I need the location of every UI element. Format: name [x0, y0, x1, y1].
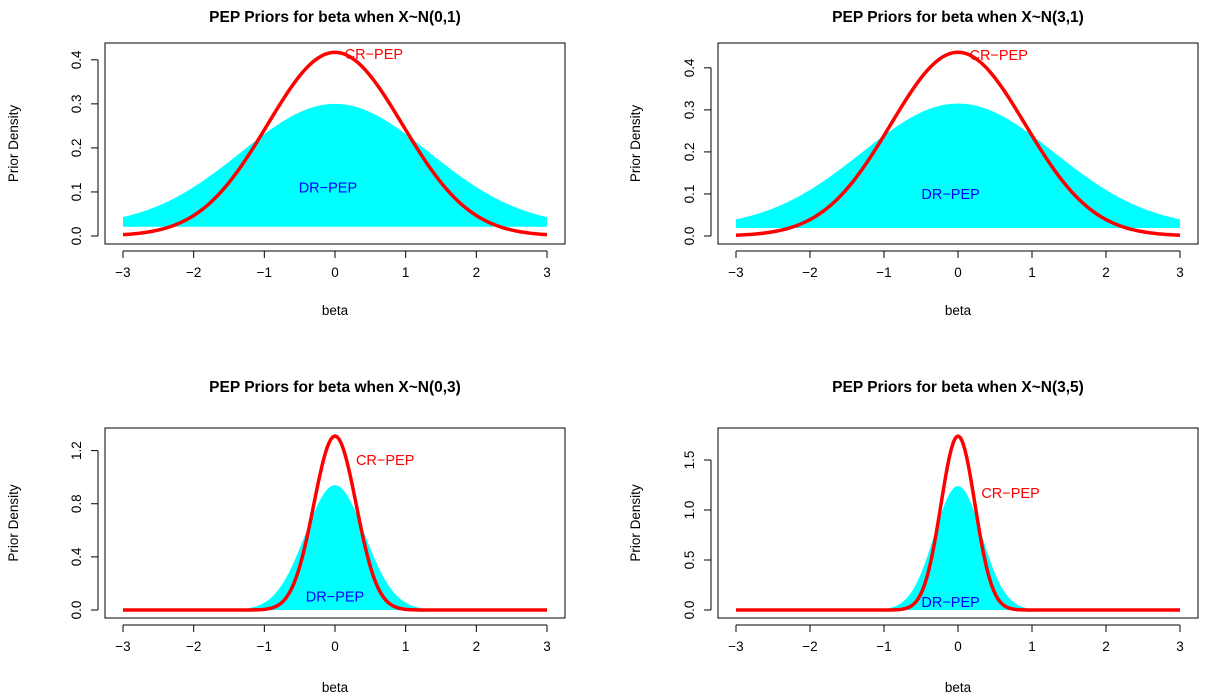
x-tick-label: 3: [543, 639, 551, 654]
x-tick-label: −2: [186, 265, 201, 280]
x-axis-label: beta: [945, 303, 972, 318]
y-tick-label: 0.0: [682, 227, 697, 246]
x-tick-label: 1: [402, 265, 410, 280]
cr-pep-annotation: CR−PEP: [356, 453, 414, 469]
cr-pep-annotation: CR−PEP: [345, 47, 403, 63]
y-tick-label: 0.0: [682, 601, 697, 620]
chart-title: PEP Priors for beta when X~N(3,1): [832, 9, 1084, 26]
series-dr-pep-area: [123, 104, 547, 227]
chart-panel-1: PEP Priors for beta when X~N(0,1) −3 −2 −1 0…: [6, 9, 565, 318]
dr-pep-annotation: DR−PEP: [921, 187, 979, 203]
y-tick-label: 1.0: [682, 501, 697, 520]
x-tick-label: 0: [331, 265, 339, 280]
x-tick-label: 0: [331, 639, 339, 654]
x-tick-label: −3: [115, 639, 130, 654]
x-tick-label: −2: [802, 639, 817, 654]
y-axis-label: Prior Density: [628, 484, 643, 562]
x-axis-label: beta: [945, 680, 972, 695]
y-tick-label: 0.0: [69, 227, 84, 246]
chart-title: PEP Priors for beta when X~N(3,5): [832, 379, 1084, 396]
y-tick-label: 1.2: [69, 441, 84, 460]
chart-panel-3: PEP Priors for beta when X~N(0,3) −3 −2 −1 0…: [6, 379, 565, 695]
cr-pep-annotation: CR−PEP: [969, 48, 1027, 64]
x-tick-label: −2: [186, 639, 201, 654]
y-tick-label: 0.2: [682, 143, 697, 162]
series-dr-pep-area: [736, 104, 1180, 228]
x-tick-label: −1: [257, 265, 272, 280]
y-axis-label: Prior Density: [6, 484, 21, 562]
dr-pep-annotation: DR−PEP: [306, 590, 364, 606]
x-tick-label: 2: [1102, 265, 1110, 280]
dr-pep-annotation: DR−PEP: [299, 181, 357, 197]
x-tick-label: 1: [1028, 265, 1036, 280]
x-tick-label: 3: [543, 265, 551, 280]
y-tick-label: 0.4: [69, 547, 84, 566]
chart-panel-4: PEP Priors for beta when X~N(3,5) −3 −2 −1 0…: [628, 379, 1198, 695]
x-tick-label: 2: [473, 639, 481, 654]
x-tick-label: 1: [1028, 639, 1036, 654]
y-tick-label: 0.0: [69, 601, 84, 620]
x-tick-label: −3: [728, 265, 743, 280]
y-tick-label: 0.3: [682, 100, 697, 119]
x-tick-label: −3: [115, 265, 130, 280]
chart-title: PEP Priors for beta when X~N(0,3): [209, 379, 461, 396]
series-dr-pep-area: [736, 486, 1180, 610]
x-tick-label: 3: [1176, 265, 1184, 280]
x-tick-label: 1: [402, 639, 410, 654]
x-axis-label: beta: [322, 303, 349, 318]
y-tick-label: 0.2: [69, 139, 84, 158]
x-tick-label: −3: [728, 639, 743, 654]
y-axis-label: Prior Density: [6, 105, 21, 183]
chart-title: PEP Priors for beta when X~N(0,1): [209, 9, 461, 26]
x-tick-label: 0: [954, 265, 962, 280]
chart-panel-2: PEP Priors for beta when X~N(3,1) −3 −2 −1 0…: [628, 9, 1198, 318]
x-tick-label: 3: [1176, 639, 1184, 654]
x-tick-label: 0: [954, 639, 962, 654]
x-tick-label: −1: [257, 639, 272, 654]
x-tick-label: −1: [876, 265, 891, 280]
cr-pep-annotation: CR−PEP: [981, 486, 1039, 502]
y-tick-label: 0.4: [682, 58, 697, 77]
x-tick-label: 2: [1102, 639, 1110, 654]
y-tick-label: 0.8: [69, 494, 84, 513]
y-tick-label: 0.1: [682, 185, 697, 204]
x-tick-label: 2: [473, 265, 481, 280]
y-tick-label: 0.4: [69, 50, 84, 69]
y-axis-label: Prior Density: [628, 105, 643, 183]
dr-pep-annotation: DR−PEP: [921, 595, 979, 611]
x-tick-label: −2: [802, 265, 817, 280]
x-axis-label: beta: [322, 680, 349, 695]
y-tick-label: 0.3: [69, 94, 84, 113]
y-tick-label: 0.1: [69, 183, 84, 202]
y-tick-label: 1.5: [682, 451, 697, 470]
y-tick-label: 0.5: [682, 551, 697, 570]
x-tick-label: −1: [876, 639, 891, 654]
